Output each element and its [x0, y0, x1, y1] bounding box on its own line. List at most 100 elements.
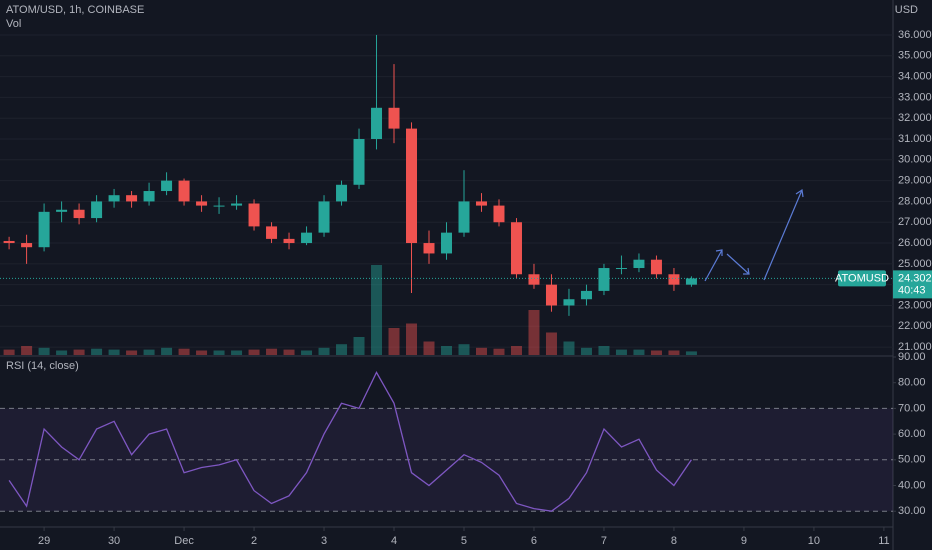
candle-body: [528, 274, 540, 285]
candle-body: [493, 205, 505, 223]
x-tick-label: 3: [321, 535, 327, 547]
arrowhead: [795, 188, 804, 198]
y-tick-label: 29.000: [898, 175, 932, 187]
x-tick-label: 29: [38, 535, 50, 547]
candle-body: [580, 290, 592, 300]
volume-bar: [301, 350, 313, 355]
y-tick-label: 28.000: [898, 195, 932, 207]
candle-body: [510, 222, 522, 275]
volume-bar: [406, 323, 418, 355]
volume-bar: [248, 349, 260, 355]
y-tick-label: 22.000: [898, 320, 932, 332]
symbol-line: ATOM/USD, 1h, COINBASE: [6, 4, 144, 16]
candle-body: [615, 268, 627, 270]
candle-body: [108, 195, 120, 202]
x-tick-label: 4: [391, 535, 397, 547]
volume-bar: [178, 348, 190, 355]
y-tick-label: 23.000: [898, 299, 932, 311]
y-tick-label: 26.000: [898, 237, 932, 249]
volume-bar: [213, 350, 225, 355]
volume-bar: [668, 350, 680, 355]
candle-body: [650, 259, 662, 275]
y-tick-label: 34.000: [898, 70, 932, 82]
volume-bar: [650, 350, 662, 355]
candle-body: [91, 201, 103, 219]
candle-body: [545, 284, 557, 306]
volume-bar: [3, 349, 15, 355]
volume-bar: [73, 349, 85, 355]
volume-label: Vol: [6, 18, 21, 30]
rsi-line: [8, 371, 692, 512]
volume-bar: [266, 348, 278, 355]
x-tick-label: Dec: [174, 535, 194, 547]
y-tick-label: 35.000: [898, 50, 932, 62]
y-tick-label: 30.000: [898, 154, 932, 166]
candle-body: [248, 203, 260, 227]
volume-bar: [336, 344, 348, 355]
arrowhead: [715, 249, 723, 256]
volume-bar: [580, 347, 592, 355]
volume-bar: [633, 349, 645, 355]
volume-bar: [21, 346, 33, 355]
candle-body: [353, 139, 365, 185]
volume-bar: [371, 265, 383, 355]
y-tick-label: 40.00: [898, 479, 926, 491]
arrow: [763, 189, 803, 281]
currency: USD: [895, 4, 918, 16]
y-tick-label: 33.000: [898, 91, 932, 103]
candle-body: [318, 201, 330, 233]
candle-body: [598, 268, 610, 291]
candle-body: [178, 180, 190, 202]
arrow: [704, 249, 723, 282]
y-tick-label: 50.00: [898, 454, 926, 466]
volume-bar: [423, 341, 435, 355]
volume-bar: [196, 350, 208, 355]
candle-body: [266, 226, 278, 239]
candle-body: [73, 209, 85, 219]
candle-body: [21, 243, 33, 248]
last-price-label: 24.302: [898, 272, 932, 284]
candle-body: [56, 209, 68, 212]
price-box: [893, 270, 932, 299]
countdown-label: 40:43: [898, 284, 926, 296]
candle-body: [126, 195, 138, 202]
volume-bar: [388, 328, 400, 355]
candle-body: [336, 184, 348, 202]
volume-bar: [441, 346, 452, 355]
y-tick-label: 32.000: [898, 112, 932, 124]
arrowhead: [743, 267, 750, 275]
x-tick-label: 10: [808, 535, 820, 547]
volume-bar: [545, 332, 557, 355]
volume-bar: [143, 349, 155, 355]
x-tick-label: 2: [251, 535, 257, 547]
x-tick-label: 5: [461, 535, 467, 547]
y-tick-label: 25.000: [898, 258, 932, 270]
y-tick-label: 30.00: [898, 505, 926, 517]
volume-bar: [475, 347, 487, 355]
volume-bar: [353, 337, 365, 355]
candle-body: [301, 232, 313, 244]
candle-body: [441, 232, 452, 254]
candle-body: [685, 278, 697, 285]
candle-body: [196, 201, 208, 206]
volume-bar: [126, 350, 138, 355]
symbol-box: [838, 270, 886, 287]
volume-bar: [510, 346, 522, 355]
candle-body: [388, 107, 400, 129]
x-tick-label: 8: [671, 535, 677, 547]
rsi-title: RSI (14, close): [6, 360, 79, 372]
y-tick-label: 90.00: [898, 351, 926, 363]
y-tick-label: 21.000: [898, 341, 932, 353]
candle-body: [3, 240, 15, 244]
candle-body: [213, 205, 225, 207]
volume-bar: [318, 347, 330, 355]
y-tick-label: 31.000: [898, 133, 932, 145]
candle-body: [406, 128, 418, 244]
x-tick-label: 7: [601, 535, 607, 547]
symbol-label: ATOMUSD: [835, 272, 889, 284]
y-tick-label: 36.000: [898, 29, 932, 41]
volume-bar: [161, 347, 173, 355]
candle-body: [38, 211, 50, 248]
